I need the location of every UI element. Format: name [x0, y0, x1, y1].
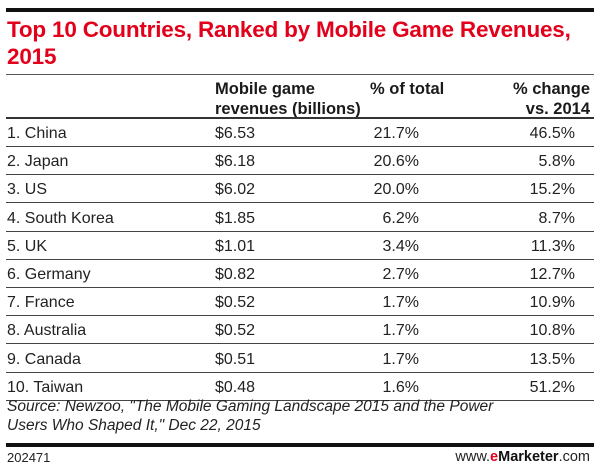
- cell-country: 1. China: [7, 125, 67, 142]
- table-row: 7. France $0.52 1.7% 10.9%: [6, 288, 594, 317]
- brand-suffix: .com: [558, 449, 590, 465]
- cell-pct-change: 8.7%: [538, 209, 575, 227]
- cell-pct-total: 20.0%: [373, 181, 419, 199]
- brand-name: Marketer: [498, 449, 559, 465]
- brand-logo: www.eMarketer.com: [455, 449, 590, 465]
- cell-pct-total: 21.7%: [373, 125, 419, 142]
- cell-revenue: $1.01: [215, 237, 256, 255]
- cell-revenue: $0.48: [215, 378, 256, 396]
- cell-pct-total: 6.2%: [382, 209, 419, 227]
- cell-country: 4. South Korea: [7, 209, 114, 227]
- cell-revenue: $0.52: [215, 322, 256, 340]
- header-chg-line2: vs. 2014: [525, 100, 590, 118]
- table-row: 3. US $6.02 20.0% 15.2%: [6, 175, 594, 204]
- cell-country: 7. France: [7, 294, 75, 312]
- header-chg-line1: % change: [512, 80, 590, 98]
- header-revenue-line1: Mobile game: [215, 80, 315, 98]
- header-pct-change: % change vs. 2014: [513, 79, 590, 119]
- cell-revenue: $0.52: [215, 294, 256, 312]
- brand-prefix: www.: [455, 449, 491, 465]
- cell-pct-total: 1.7%: [382, 294, 419, 312]
- header-pct-line1: % of total: [370, 80, 445, 98]
- cell-pct-change: 51.2%: [529, 378, 575, 396]
- cell-pct-total: 3.4%: [382, 237, 419, 255]
- cell-revenue: $6.53: [215, 125, 256, 142]
- cell-revenue: $6.18: [215, 153, 256, 171]
- cell-country: 5. UK: [7, 237, 48, 255]
- cell-pct-change: 15.2%: [529, 181, 575, 199]
- bottom-rule: [6, 443, 594, 447]
- cell-pct-total: 1.7%: [382, 350, 419, 368]
- cell-pct-change: 10.8%: [529, 322, 575, 340]
- cell-revenue: $0.51: [215, 350, 256, 368]
- brand-e: e: [490, 449, 499, 465]
- header-pct-total: % of total: [370, 79, 444, 99]
- chart-id: 202471: [7, 450, 51, 465]
- source-line2: Users Who Shaped It," Dec 22, 2015: [7, 417, 261, 434]
- table-row: 10. Taiwan $0.48 1.6% 51.2%: [6, 373, 594, 401]
- title-divider: [6, 74, 594, 75]
- table-row: 1. China $6.53 21.7% 46.5%: [6, 119, 594, 147]
- cell-pct-change: 11.3%: [530, 237, 575, 255]
- cell-country: 9. Canada: [7, 350, 81, 368]
- source-note: Source: Newzoo, "The Mobile Gaming Lands…: [7, 397, 493, 435]
- table-row: 6. Germany $0.82 2.7% 12.7%: [6, 260, 594, 288]
- table-row: 2. Japan $6.18 20.6% 5.8%: [6, 147, 594, 176]
- cell-revenue: $1.85: [215, 209, 256, 227]
- source-line1: Source: Newzoo, "The Mobile Gaming Lands…: [7, 398, 494, 415]
- cell-pct-change: 5.8%: [538, 153, 575, 171]
- table-row: 8. Australia $0.52 1.7% 10.8%: [6, 316, 594, 345]
- top-rule: [6, 8, 594, 12]
- header-revenue: Mobile game revenues (billions): [215, 79, 361, 119]
- cell-pct-change: 12.7%: [529, 266, 575, 283]
- header-revenue-line2: revenues (billions): [215, 100, 361, 118]
- header-divider: [6, 117, 594, 119]
- cell-country: 10. Taiwan: [7, 378, 84, 396]
- cell-pct-total: 20.6%: [373, 153, 419, 171]
- cell-country: 3. US: [7, 181, 48, 199]
- cell-pct-total: 1.7%: [382, 322, 419, 340]
- cell-country: 2. Japan: [7, 153, 69, 171]
- cell-revenue: $0.82: [215, 266, 256, 283]
- cell-pct-total: 2.7%: [382, 266, 419, 283]
- cell-pct-total: 1.6%: [382, 378, 419, 396]
- cell-country: 6. Germany: [7, 266, 91, 283]
- table-row: 9. Canada $0.51 1.7% 13.5%: [6, 345, 594, 373]
- table-row: 4. South Korea $1.85 6.2% 8.7%: [6, 204, 594, 232]
- cell-pct-change: 10.9%: [529, 294, 575, 312]
- table-row: 5. UK $1.01 3.4% 11.3%: [6, 232, 594, 260]
- cell-country: 8. Australia: [7, 322, 87, 340]
- chart-title: Top 10 Countries, Ranked by Mobile Game …: [7, 17, 571, 69]
- cell-pct-change: 13.5%: [529, 350, 575, 368]
- cell-revenue: $6.02: [215, 181, 256, 199]
- cell-pct-change: 46.5%: [529, 125, 575, 142]
